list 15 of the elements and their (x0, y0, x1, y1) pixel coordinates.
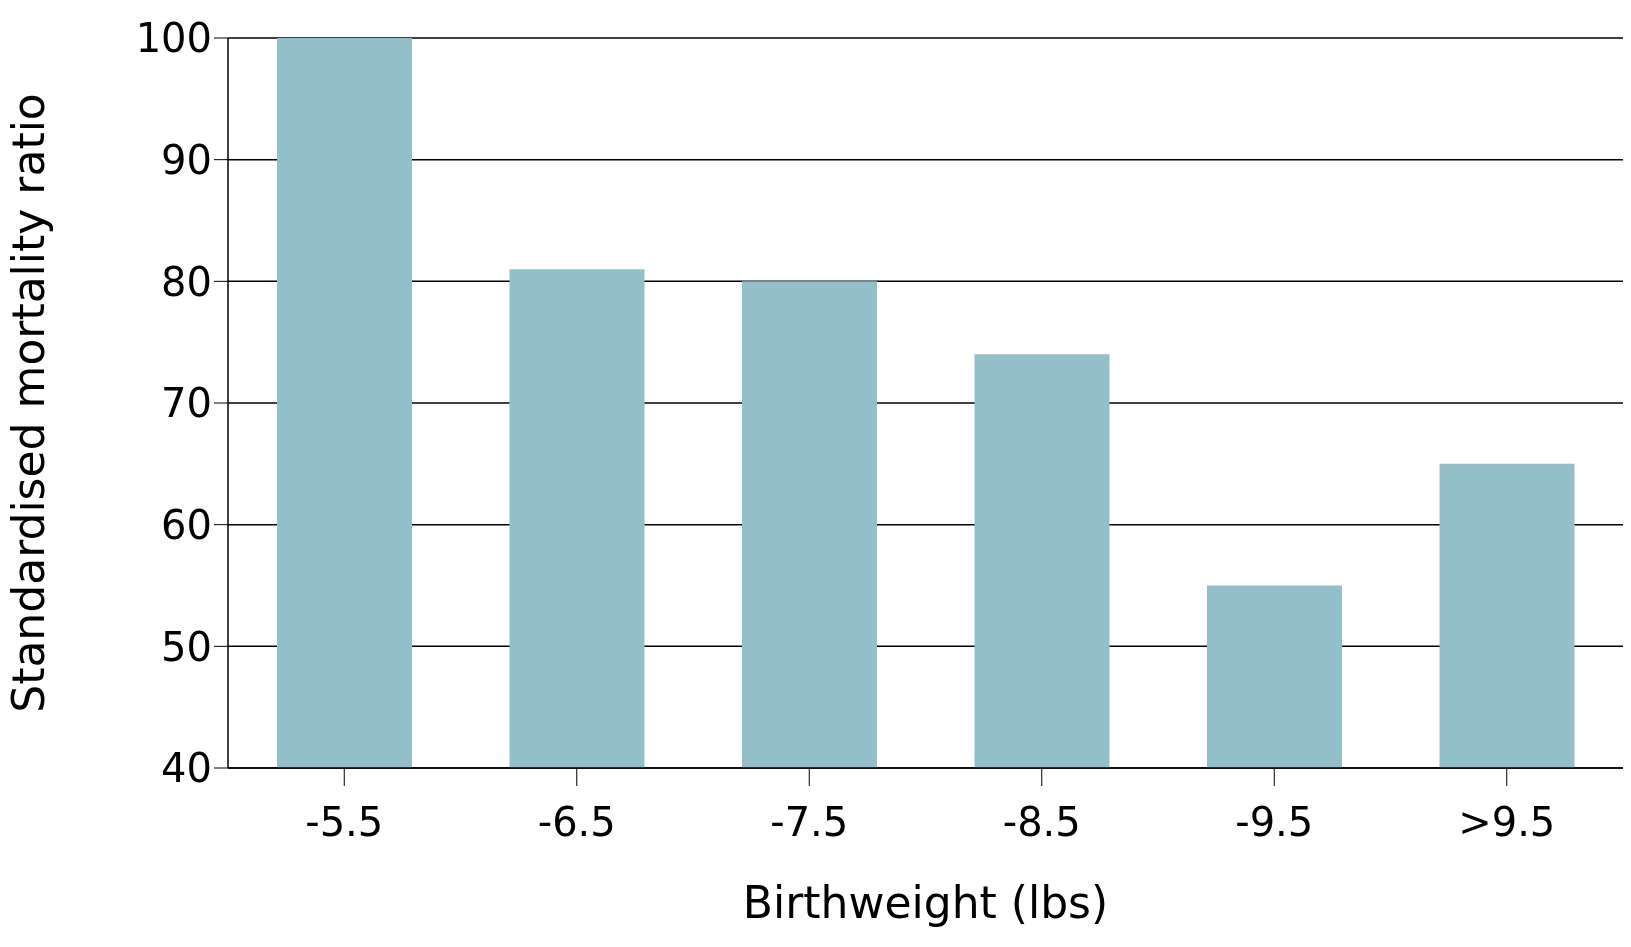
x-tick-label: -5.5 (305, 799, 384, 846)
x-tick-label: -7.5 (770, 799, 849, 846)
x-axis-title: Birthweight (lbs) (742, 877, 1109, 928)
y-tick-label: 80 (161, 258, 212, 305)
x-tick-label: -8.5 (1002, 799, 1081, 846)
y-tick-label: 50 (161, 623, 212, 670)
y-tick-label: 90 (161, 136, 212, 183)
x-tick-label: >9.5 (1458, 799, 1556, 846)
y-tick-label: 60 (161, 501, 212, 548)
y-tick-label: 100 (135, 15, 212, 62)
y-axis-title: Standardised mortality ratio (2, 93, 54, 713)
x-tick-label: -6.5 (537, 799, 616, 846)
y-tick-label: 70 (161, 380, 212, 427)
x-tick-label: -9.5 (1235, 799, 1314, 846)
y-tick-label: 40 (161, 745, 212, 792)
